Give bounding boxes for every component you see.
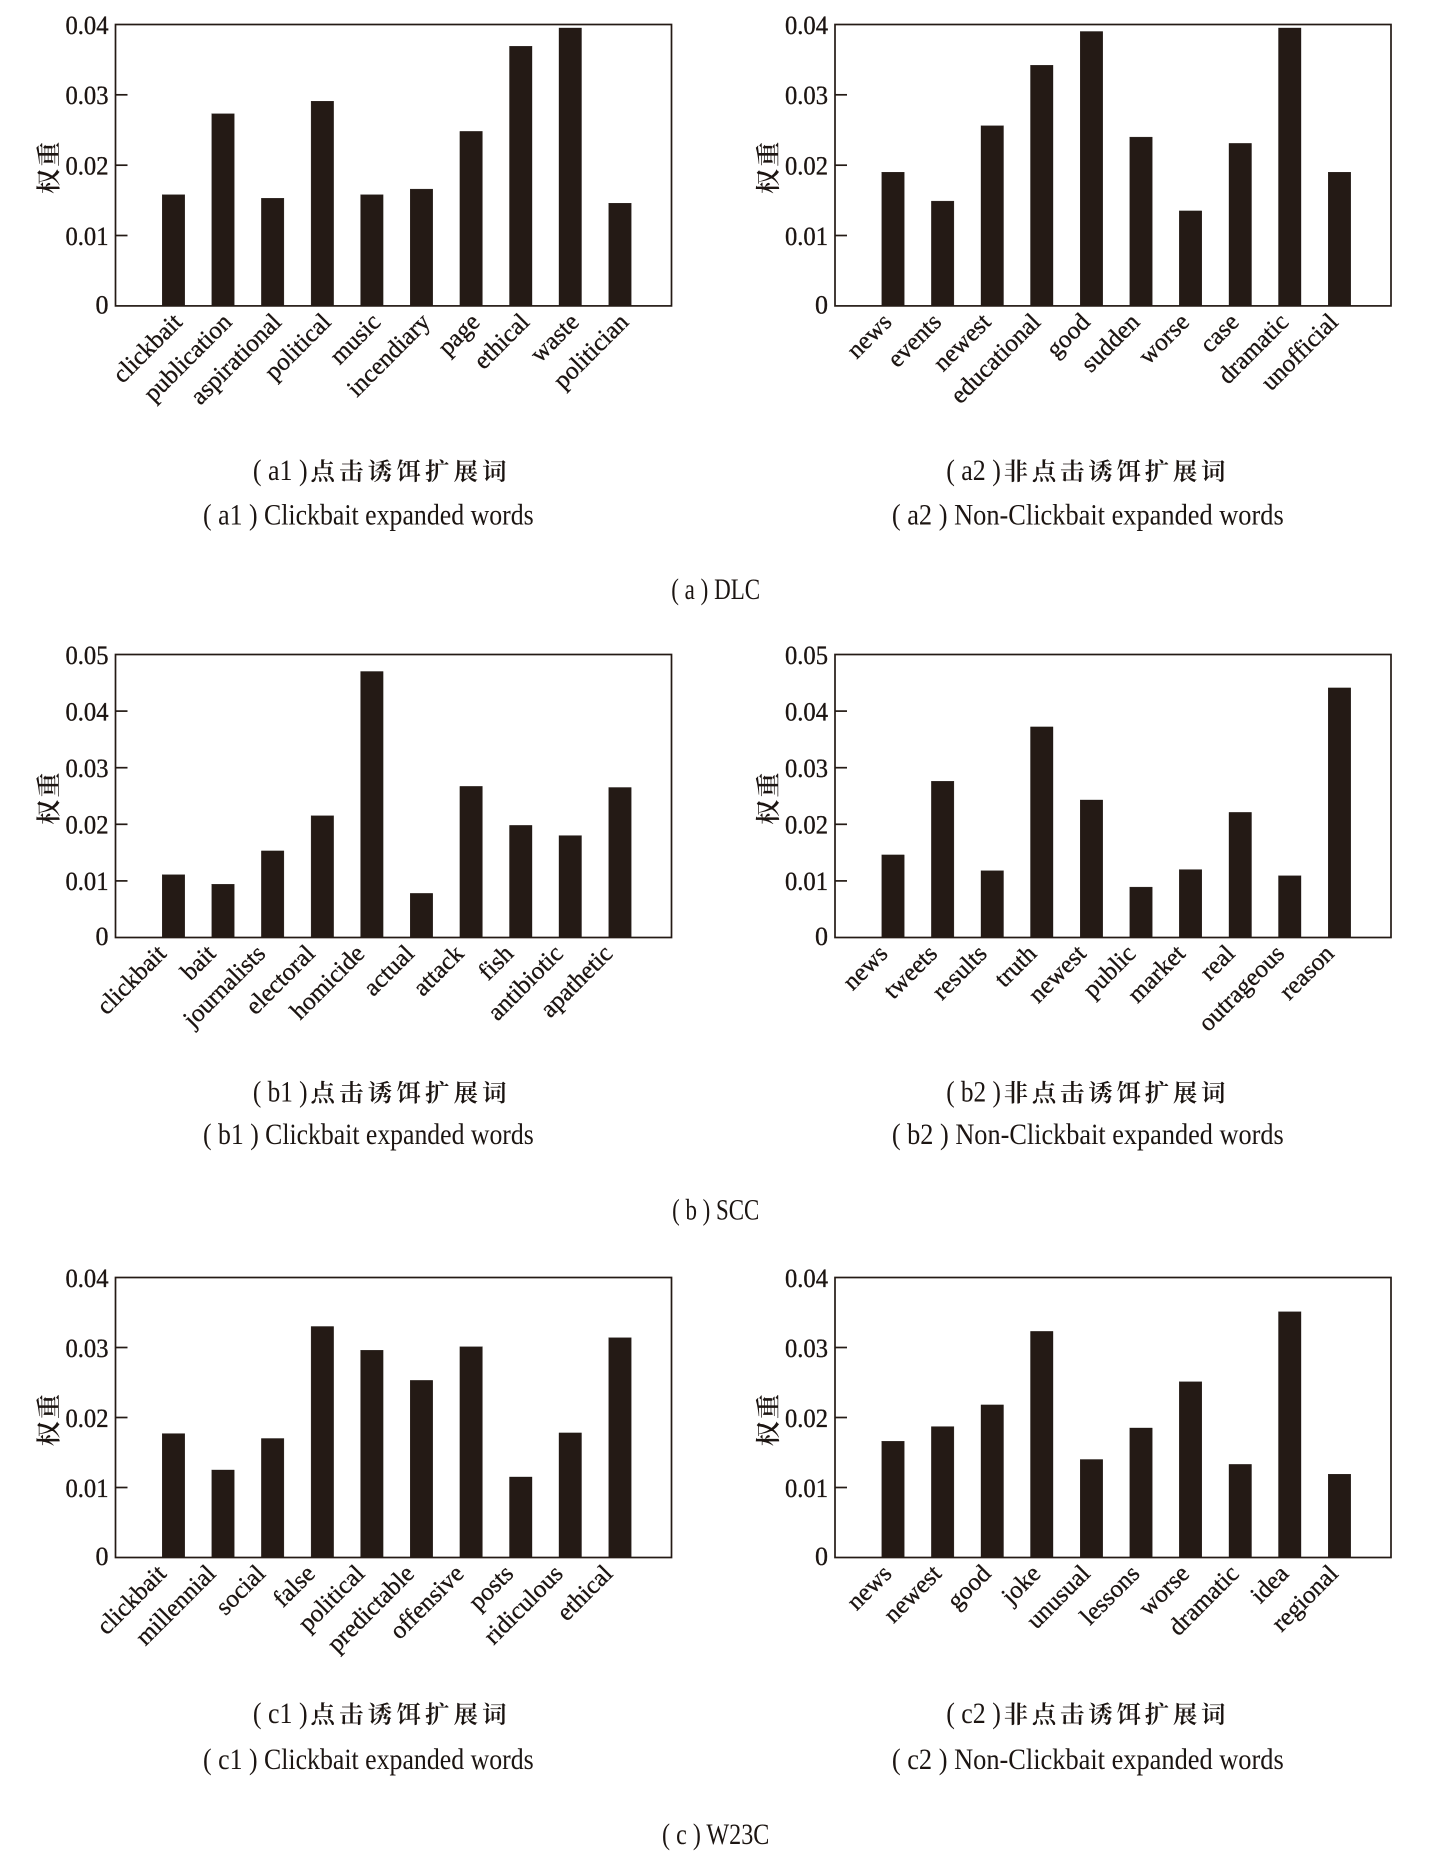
svg-text:0.05: 0.05 (66, 641, 109, 670)
svg-text:0.02: 0.02 (66, 152, 109, 181)
svg-text:0.02: 0.02 (785, 1404, 828, 1433)
svg-text:0.01: 0.01 (66, 1474, 109, 1503)
svg-text:( b1 ): ( b1 ) (253, 1076, 308, 1109)
svg-text:0.04: 0.04 (785, 11, 828, 40)
svg-text:0.04: 0.04 (66, 11, 109, 40)
svg-text:0.03: 0.03 (785, 1334, 828, 1363)
svg-text:( b ) SCC: ( b ) SCC (672, 1193, 759, 1226)
svg-text:0.02: 0.02 (785, 152, 828, 181)
svg-text:0.02: 0.02 (785, 811, 828, 840)
svg-text:0.04: 0.04 (66, 1264, 109, 1293)
svg-text:0: 0 (96, 1542, 109, 1571)
svg-text:( c2 ) Non-Clickbait expanded: ( c2 ) Non-Clickbait expanded words (892, 1743, 1284, 1776)
svg-text:( c1 ): ( c1 ) (253, 1697, 308, 1730)
svg-text:0.04: 0.04 (785, 697, 828, 726)
svg-text:( a1 ) Clickbait expanded word: ( a1 ) Clickbait expanded words (203, 498, 534, 531)
svg-text:0.01: 0.01 (66, 867, 109, 896)
svg-text:0: 0 (815, 922, 828, 951)
svg-text:( a ) DLC: ( a ) DLC (671, 573, 760, 606)
svg-text:0.01: 0.01 (785, 222, 828, 251)
svg-text:0: 0 (815, 1542, 828, 1571)
svg-text:0.03: 0.03 (66, 754, 109, 783)
svg-text:0.02: 0.02 (66, 811, 109, 840)
svg-text:0: 0 (96, 291, 109, 320)
svg-text:( b1 ) Clickbait expanded word: ( b1 ) Clickbait expanded words (203, 1118, 534, 1151)
svg-text:0.01: 0.01 (785, 1474, 828, 1503)
svg-text:( a2 ) Non-Clickbait expanded: ( a2 ) Non-Clickbait expanded words (892, 498, 1284, 531)
svg-text:( c2 ): ( c2 ) (946, 1697, 1001, 1730)
svg-text:0.04: 0.04 (785, 1264, 828, 1293)
svg-text:0.01: 0.01 (66, 222, 109, 251)
svg-text:0.04: 0.04 (66, 697, 109, 726)
svg-text:0.03: 0.03 (785, 754, 828, 783)
svg-text:0.03: 0.03 (785, 81, 828, 110)
svg-text:0.02: 0.02 (66, 1404, 109, 1433)
svg-text:( a2 ): ( a2 ) (946, 454, 1001, 487)
svg-text:( a1 ): ( a1 ) (253, 454, 308, 487)
svg-text:0: 0 (815, 291, 828, 320)
svg-text:0.05: 0.05 (785, 641, 828, 670)
svg-text:( c ) W23C: ( c ) W23C (662, 1818, 769, 1851)
svg-text:0.03: 0.03 (66, 1334, 109, 1363)
svg-text:( b2 ): ( b2 ) (946, 1076, 1001, 1109)
svg-text:0.03: 0.03 (66, 81, 109, 110)
svg-text:( b2 ) Non-Clickbait expanded: ( b2 ) Non-Clickbait expanded words (892, 1118, 1284, 1151)
svg-text:0.01: 0.01 (785, 867, 828, 896)
svg-text:( c1 ) Clickbait expanded word: ( c1 ) Clickbait expanded words (203, 1743, 534, 1776)
svg-text:0: 0 (96, 922, 109, 951)
